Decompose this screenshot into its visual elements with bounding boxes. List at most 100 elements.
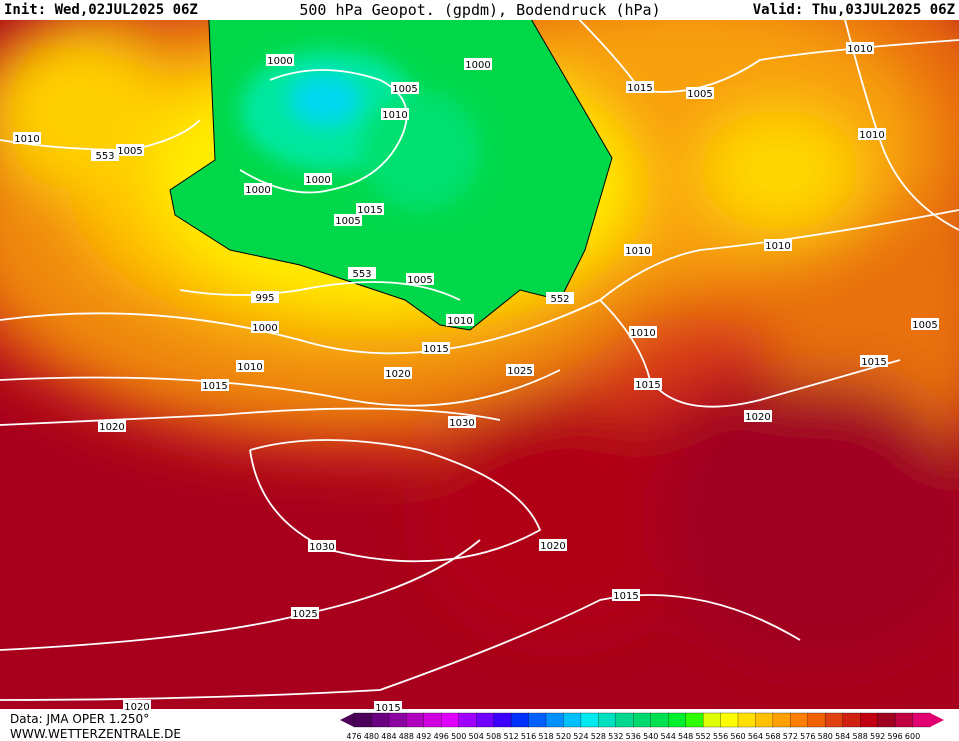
- colorbar-swatch: [528, 712, 547, 728]
- colorbar-label: 492: [416, 732, 431, 741]
- isobar-label: 1005: [392, 84, 417, 95]
- isobar-label-box: [744, 410, 772, 422]
- isobar-label: 1020: [99, 422, 124, 433]
- isobar-label: 1020: [745, 412, 770, 423]
- isobar-label-box: [629, 326, 657, 338]
- isobar-label: 1015: [202, 381, 227, 392]
- isobar-label-box: [858, 128, 886, 140]
- colorbar-label: 584: [835, 732, 850, 741]
- colorbar-label: 548: [678, 732, 693, 741]
- init-time: Init: Wed,02JUL2025 06Z: [4, 2, 198, 18]
- isobar-label-box: [251, 291, 279, 303]
- isobar-label-box: [98, 420, 126, 432]
- isobar-label: 1000: [267, 56, 292, 67]
- colorbar-swatch: [580, 712, 600, 728]
- colorbar-label: 518: [538, 732, 553, 741]
- isobar-label: 1015: [861, 357, 886, 368]
- colorbar-swatch: [912, 712, 931, 728]
- colorbar-label: 568: [765, 732, 780, 741]
- colorbar-label: 564: [748, 732, 763, 741]
- colorbar-label: 580: [818, 732, 833, 741]
- data-source: Data: JMA OPER 1.250°: [10, 712, 149, 726]
- colorbar-label: 556: [713, 732, 728, 741]
- colorbar-swatch: [615, 712, 634, 728]
- colorbar-arrow-right: [930, 713, 944, 727]
- colorbar-swatch: [894, 712, 914, 728]
- isobar-label-box: [201, 379, 229, 391]
- colorbar-swatch: [702, 712, 722, 728]
- isobar-label-box: [391, 82, 419, 94]
- valid-time: Valid: Thu,03JUL2025 06Z: [753, 2, 955, 18]
- colorbar: 476 480 484 488 492 496 500 504 508 512 516 518 520 5…: [340, 712, 944, 741]
- isobar-label-box: [266, 54, 294, 66]
- isobar-label: 1010: [447, 316, 472, 327]
- colorbar-label: 560: [730, 732, 745, 741]
- isobar-label-box: [446, 314, 474, 326]
- colorbar-label: 512: [503, 732, 518, 741]
- isobar-label: 1010: [859, 130, 884, 141]
- colorbar-swatch: [476, 712, 495, 728]
- colorbar-swatch: [737, 712, 757, 728]
- isobar-label-box: [291, 607, 319, 619]
- isobar-label: 1025: [292, 609, 317, 620]
- colorbar-label: 504: [469, 732, 484, 741]
- isobar-label: 1030: [449, 418, 474, 429]
- isobar-label: 1000: [245, 185, 270, 196]
- isobar-label: 1010: [237, 362, 262, 373]
- colorbar-label: 536: [626, 732, 641, 741]
- isobar-label: 1010: [847, 44, 872, 55]
- isobar-label-box: [304, 173, 332, 185]
- colorbar-swatch: [825, 712, 844, 728]
- colorbar-swatch: [510, 712, 530, 728]
- isobar-label-box: [348, 267, 376, 279]
- isobar-label: 1010: [14, 134, 39, 145]
- colorbar-label: 520: [556, 732, 571, 741]
- isobar-label: 553: [352, 269, 371, 280]
- colorbar-label: 524: [573, 732, 588, 741]
- isobar-label: 1025: [507, 366, 532, 377]
- colorbar-swatch: [388, 712, 408, 728]
- isobar-label-box: [251, 321, 279, 333]
- colorbar-swatch: [650, 712, 669, 728]
- isobar-label: 1015: [635, 380, 660, 391]
- isobar-label-box: [334, 214, 362, 226]
- colorbar-swatch: [842, 712, 861, 728]
- colorbar-swatch: [353, 712, 373, 728]
- isobar-label: 1005: [117, 146, 142, 157]
- colorbar-swatch: [860, 712, 879, 728]
- colorbar-swatch: [493, 712, 512, 728]
- isobar-label-box: [374, 701, 402, 713]
- colorbar-label: 476: [346, 732, 361, 741]
- colorbar-swatch: [807, 712, 826, 728]
- isobar-label-box: [123, 700, 151, 712]
- colorbar-label: 588: [853, 732, 868, 741]
- isobar-label: 1020: [124, 702, 149, 713]
- colorbar-swatch: [755, 712, 774, 728]
- colorbar-swatch: [458, 712, 477, 728]
- isobar-label-box: [612, 589, 640, 601]
- colorbar-swatch: [720, 712, 739, 728]
- colorbar-label: 600: [905, 732, 920, 741]
- isobar-label: 995: [255, 293, 274, 304]
- isobar-label-box: [381, 108, 409, 120]
- isobar-label-box: [244, 183, 272, 195]
- isobar-label: 1010: [625, 246, 650, 257]
- isobar-label-box: [626, 81, 654, 93]
- isobar-label: 552: [550, 294, 569, 305]
- isobar-label: 1000: [305, 175, 330, 186]
- isobar-label-box: [624, 244, 652, 256]
- isobar-label: 1010: [630, 328, 655, 339]
- isobar-label-box: [116, 144, 144, 156]
- isobar-label: 1030: [309, 542, 334, 553]
- isobar-label: 1015: [613, 591, 638, 602]
- colorbar-label: 496: [434, 732, 449, 741]
- isobar-label-box: [308, 540, 336, 552]
- colorbar-label: 592: [870, 732, 885, 741]
- colorbar-label: 500: [451, 732, 466, 741]
- colorbar-swatch: [685, 712, 704, 728]
- colorbar-swatch: [406, 712, 425, 728]
- isobar-label-box: [236, 360, 264, 372]
- isobar-label: 1020: [385, 369, 410, 380]
- isobar-label-box: [686, 87, 714, 99]
